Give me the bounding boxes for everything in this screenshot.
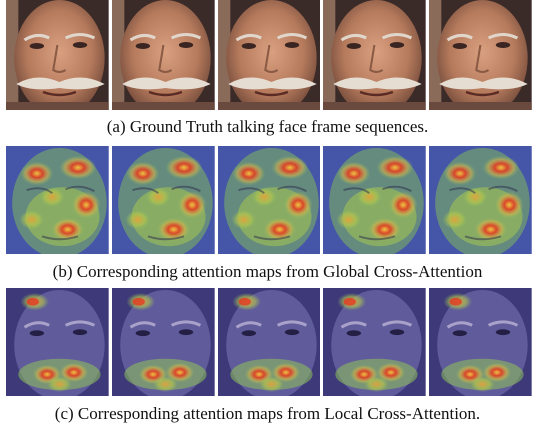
local-attention-map	[429, 288, 532, 396]
global-attention-row	[6, 146, 532, 254]
ground-truth-frame	[323, 0, 426, 110]
local-attention-map	[112, 288, 215, 396]
local-attention-row	[6, 288, 532, 396]
local-attention-map	[323, 288, 426, 396]
local-attention-map	[218, 288, 321, 396]
caption-global-attention: (b) Corresponding attention maps from Gl…	[52, 262, 483, 281]
global-attention-map	[6, 146, 109, 254]
ground-truth-frame	[218, 0, 321, 110]
caption-local-attention: (c) Corresponding attention maps from Lo…	[54, 404, 481, 423]
ground-truth-frame	[6, 0, 109, 110]
ground-truth-frame	[429, 0, 532, 110]
global-attention-map	[429, 146, 532, 254]
global-attention-map	[323, 146, 426, 254]
ground-truth-frames-row	[6, 0, 532, 110]
global-attention-map	[112, 146, 215, 254]
caption-ground-truth: (a) Ground Truth talking face frame sequ…	[106, 117, 429, 136]
local-attention-map	[6, 288, 109, 396]
ground-truth-frame	[112, 0, 215, 110]
global-attention-map	[218, 146, 321, 254]
